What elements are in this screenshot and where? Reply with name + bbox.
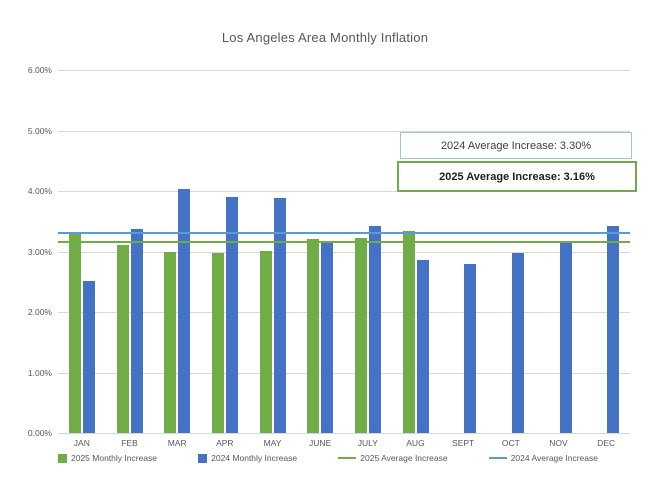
- legend-line-swatch: [488, 457, 507, 459]
- y-axis-tick-label: 3.00%: [27, 246, 52, 257]
- annotation-2024-average: 2024 Average Increase: 3.30%: [400, 132, 632, 159]
- x-axis-tick-label: FEB: [121, 438, 138, 448]
- x-axis-tick-label: APR: [216, 438, 234, 448]
- gridline-5.00%: [58, 130, 630, 132]
- chart-legend: 2025 Monthly Increase 2024 Monthly Increa…: [58, 453, 598, 463]
- bar-2024-dec: [607, 226, 620, 433]
- legend-label: 2024 Monthly Increase: [211, 453, 298, 463]
- legend-item-2025-monthly-increase: 2025 Monthly Increase: [58, 453, 157, 463]
- x-axis-tick-label: MAR: [167, 438, 187, 448]
- x-axis-tick-label: DEC: [597, 438, 616, 448]
- y-axis-tick-label: 2.00%: [27, 307, 52, 317]
- bar-2024-sept: [464, 263, 477, 433]
- legend-label: 2024 Average Increase: [510, 453, 598, 463]
- x-axis-tick-label: OCT: [501, 438, 520, 448]
- legend-line-swatch: [338, 457, 357, 459]
- bar-2025-feb: [116, 245, 129, 433]
- gridline-1.00%: [58, 372, 630, 374]
- legend-label: 2025 Monthly Increase: [71, 453, 157, 463]
- x-axis-tick-label: AUG: [406, 438, 425, 448]
- gridline-3.00%: [58, 251, 630, 253]
- y-axis-tick-label: 0.00%: [27, 428, 52, 438]
- legend-item-2025-average-increase: 2025 Average Increase: [338, 453, 448, 463]
- x-axis-tick-label: JULY: [357, 438, 378, 448]
- bar-2024-july: [368, 226, 381, 433]
- bar-2024-mar: [178, 189, 191, 433]
- y-axis-tick-label: 6.00%: [27, 65, 52, 75]
- legend-label: 2025 Average Increase: [360, 453, 448, 463]
- bar-2024-feb: [130, 229, 143, 433]
- gridline-0.00%: [58, 433, 630, 434]
- x-axis-tick-label: JAN: [73, 438, 90, 448]
- x-axis-tick-label: SEPT: [452, 438, 475, 448]
- bar-2024-june: [321, 241, 334, 433]
- bar-2025-june: [307, 239, 320, 433]
- gridline-2.00%: [58, 312, 630, 313]
- legend-item-2024-monthly-increase: 2024 Monthly Increase: [198, 453, 297, 463]
- annotation-2025-average: 2025 Average Increase: 3.16%: [397, 161, 637, 192]
- average-line-2024: [58, 232, 630, 235]
- x-axis-tick-label: MAY: [263, 438, 282, 448]
- y-axis-tick-label: 4.00%: [27, 186, 52, 196]
- y-axis-tick-label: 1.00%: [27, 367, 52, 378]
- bar-2025-aug: [402, 230, 415, 433]
- legend-item-2024-average-increase: 2024 Average Increase: [488, 453, 598, 463]
- bar-2025-july: [354, 238, 367, 433]
- x-axis-tick-label: JUNE: [309, 438, 332, 448]
- bar-2025-may: [259, 250, 272, 433]
- bar-2024-oct: [511, 253, 524, 433]
- bar-2025-jan: [68, 232, 81, 433]
- bar-2024-may: [273, 198, 286, 433]
- average-line-2025: [58, 240, 630, 243]
- legend-square-swatch: [198, 453, 208, 463]
- legend-square-swatch: [58, 453, 67, 463]
- gridline-4.00%: [58, 191, 630, 192]
- x-axis-tick-label: NOV: [549, 438, 568, 448]
- y-axis-tick-label: 5.00%: [27, 125, 52, 136]
- gridline-6.00%: [58, 70, 630, 71]
- bar-2025-apr: [211, 252, 224, 433]
- bar-2024-nov: [559, 241, 572, 433]
- bar-2024-apr: [225, 197, 238, 433]
- plot-area: [58, 70, 630, 434]
- bar-2025-mar: [164, 251, 177, 433]
- bar-2024-jan: [82, 280, 95, 433]
- bar-2024-aug: [416, 259, 429, 433]
- chart-title: Los Angeles Area Monthly Inflation: [221, 30, 429, 45]
